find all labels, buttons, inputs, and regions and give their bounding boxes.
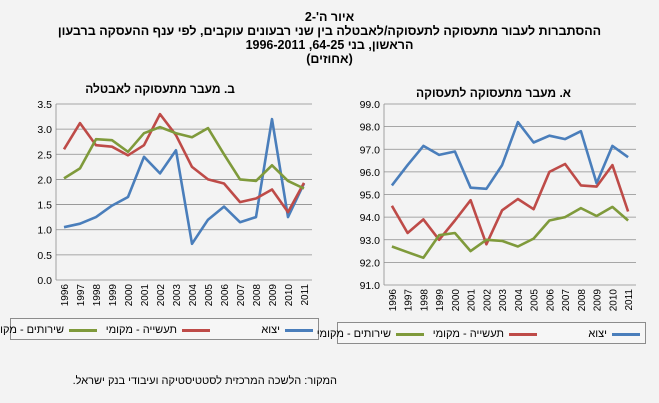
chart-a-ytick-label: 93.0: [360, 235, 381, 247]
chart-a-ytick-label: 96.0: [360, 167, 381, 179]
panel-b-title: ב. מעבר מתעסוקה לאבטלה: [85, 82, 235, 96]
chart-b-xtick-label: 2002: [156, 284, 167, 307]
chart-b-ytick-label: 3.5: [37, 99, 52, 111]
legend-a-industry-swatch: [509, 332, 537, 336]
chart-a-xtick-label: 2000: [451, 289, 462, 312]
chart-b-xtick-label: 2001: [140, 284, 151, 307]
source-note: המקור: הלשכה המרכזית לסטטיסטיקה ועיבודי …: [72, 375, 337, 387]
chart-a-series-export: [390, 120, 629, 191]
chart-a-ytick-label: 99.0: [360, 99, 381, 111]
panel-a-title: א. מעבר מתעסוקה לתעסוקה: [416, 86, 571, 100]
chart-b-xtick-label: 2006: [220, 284, 231, 307]
chart-a-ytick-label: 92.0: [360, 257, 381, 269]
chart-b-xtick-label: 2011: [300, 284, 311, 306]
legend-b-industry: תעשייה - מקומי: [106, 322, 213, 338]
chart-a-xtick-label: 2010: [608, 289, 619, 312]
chart-b-ytick-label: 1.0: [37, 225, 52, 237]
chart-a-series-services: [391, 205, 629, 260]
chart-a-xtick-label: 2011: [624, 289, 635, 311]
chart-b-xtick-label: 2005: [204, 284, 215, 307]
legend-b-export: יצוא: [261, 322, 316, 338]
figure-title-line3: (אחוזים): [306, 52, 353, 66]
chart-a-ytick-label: 91.0: [360, 280, 381, 292]
chart-b-xtick-label: 1996: [60, 284, 71, 307]
chart-a-xtick-label: 2006: [545, 289, 556, 312]
chart-a-xtick-label: 2003: [498, 289, 509, 312]
legend-a-industry-label: תעשייה - מקומי: [432, 328, 504, 340]
chart-a-series-industry: [390, 162, 630, 246]
chart-a-xtick-label: 2002: [482, 289, 493, 312]
figure-label: איור ה'-2: [304, 10, 355, 24]
legend-a-services-label: שירותים - מקומי: [316, 328, 391, 340]
legend-b-services-swatch: [69, 328, 97, 332]
legend-a-export: יצוא: [588, 326, 643, 342]
legend-a-export-label: יצוא: [588, 328, 607, 340]
figure-title-line1: ההסתברות לעבור מתעסוקה לתעסוקה/לאבטלה בי…: [57, 24, 602, 38]
chart-b-xtick-label: 2008: [252, 284, 263, 307]
chart-b-xtick-label: 2010: [284, 284, 295, 307]
chart-a-xtick-label: 2001: [467, 289, 478, 312]
chart-b-ytick-label: 1.5: [37, 200, 52, 212]
chart-b-ytick-label: 0.0: [37, 275, 52, 287]
legend-b: יצוא תעשייה - מקומי שירותים - מקומי: [0, 318, 319, 340]
chart-a-xtick-label: 2005: [530, 289, 541, 312]
chart-a-xtick-label: 2008: [577, 289, 588, 312]
chart-a-ytick-label: 98.0: [360, 122, 381, 134]
figure-title-line2: הראשון, בני 64-25, 1996-2011: [245, 38, 414, 52]
figure-titles: איור ה'-2 ההסתברות לעבור מתעסוקה לתעסוקה…: [0, 10, 659, 66]
legend-b-industry-label: תעשייה - מקומי: [105, 324, 177, 336]
chart-a-xtick-label: 2009: [593, 289, 604, 312]
chart-b-xtick-label: 1998: [92, 284, 103, 307]
chart-a-xtick-label: 1999: [435, 289, 446, 312]
legend-b-export-swatch: [285, 328, 313, 332]
chart-b-series-export: [63, 117, 306, 246]
legend-a-industry: תעשייה - מקומי: [433, 326, 540, 342]
chart-a-xtick-label: 1997: [404, 289, 415, 312]
legend-a: יצוא תעשייה - מקומי שירותים - מקומי: [317, 322, 646, 344]
chart-a-xtick-label: 2007: [561, 289, 572, 312]
legend-b-industry-swatch: [182, 328, 210, 332]
legend-b-export-label: יצוא: [261, 324, 280, 336]
chart-b-ytick-label: 2.0: [37, 174, 52, 186]
legend-a-services-swatch: [396, 332, 424, 336]
chart-b-series-industry: [62, 112, 306, 214]
chart-b-ytick-label: 2.5: [37, 149, 52, 161]
legend-a-export-swatch: [612, 332, 640, 336]
chart-b-xtick-label: 2004: [188, 284, 199, 307]
chart-b-ytick-label: 0.5: [37, 250, 52, 262]
legend-a-services: שירותים - מקומי: [317, 326, 427, 342]
chart-b-ytick-label: 3.0: [37, 124, 52, 136]
chart-b-xtick-label: 2000: [124, 284, 135, 307]
chart-b-xtick-label: 2009: [268, 284, 279, 307]
chart-a-ytick-label: 97.0: [360, 144, 381, 156]
chart-b-xtick-label: 2003: [172, 284, 183, 307]
chart-b-series-services: [63, 125, 305, 190]
chart-a-xtick-label: 1996: [388, 289, 399, 312]
legend-b-services-label: שירותים - מקומי: [0, 324, 64, 336]
chart-a-xtick-label: 2004: [514, 289, 525, 312]
chart-b-xtick-label: 1999: [108, 284, 119, 307]
chart-b-xtick-label: 1997: [76, 284, 87, 307]
chart-a-ytick-label: 95.0: [360, 190, 381, 202]
legend-b-services: שירותים - מקומי: [0, 322, 100, 338]
chart-b-xtick-label: 2007: [236, 284, 247, 307]
chart-a-xtick-label: 1998: [419, 289, 430, 312]
chart-a-ytick-label: 94.0: [360, 212, 381, 224]
